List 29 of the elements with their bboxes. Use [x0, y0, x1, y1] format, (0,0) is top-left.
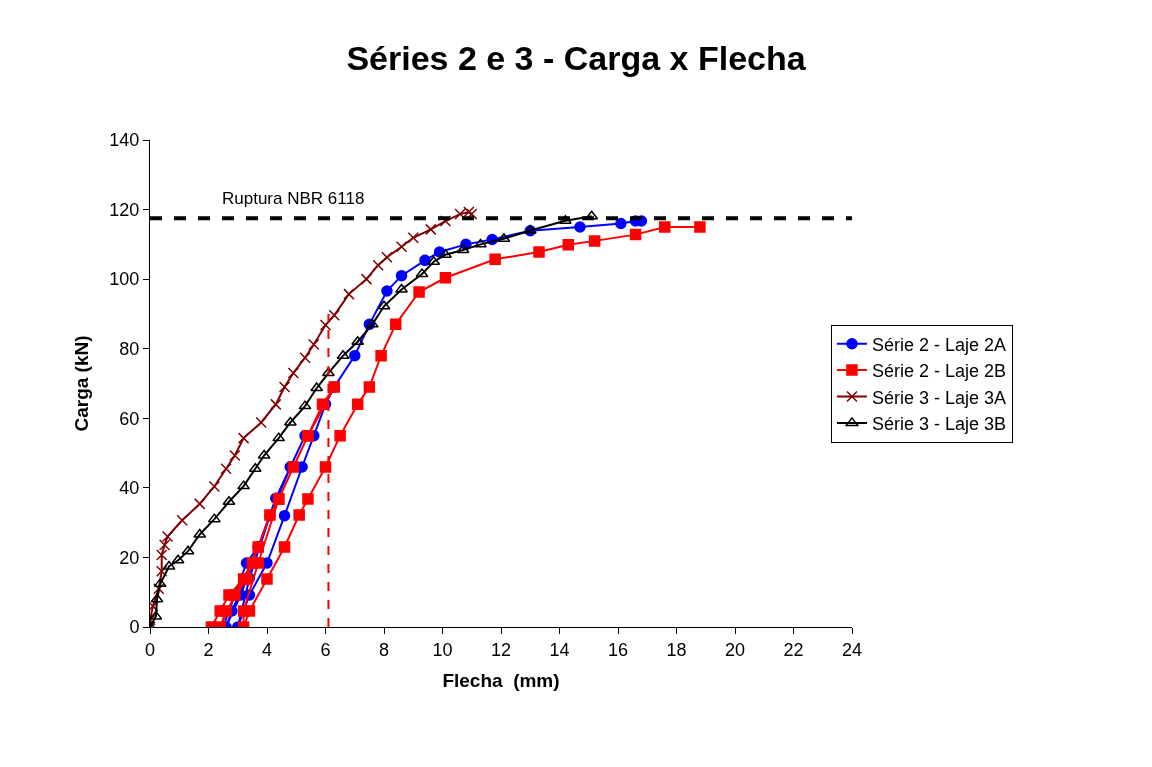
legend-label: Série 2 - Laje 2A: [871, 334, 1007, 355]
x-tick-label: 2: [203, 639, 214, 660]
x-tick-label: 14: [549, 639, 570, 660]
x-tick-label: 16: [607, 639, 629, 660]
y-axis-title: Carga (kN): [71, 335, 93, 432]
y-tick-label: 60: [119, 408, 140, 429]
legend-label: Série 3 - Laje 3B: [871, 413, 1007, 434]
x-tick-label: 6: [320, 639, 331, 660]
x-tick-label: 24: [841, 639, 863, 660]
x-axis-title: Flecha (mm): [442, 670, 560, 692]
y-tick-label: 120: [109, 199, 140, 220]
x-tick-label: 10: [432, 639, 453, 660]
legend-label: Série 2 - Laje 2B: [871, 361, 1007, 382]
chart-title: Séries 2 e 3 - Carga x Flecha: [346, 38, 807, 77]
y-tick-label: 20: [119, 547, 140, 568]
x-tick-label: 4: [261, 639, 273, 660]
y-tick-label: 0: [129, 617, 140, 638]
x-tick-label: 0: [144, 639, 156, 660]
y-tick-label: 140: [109, 130, 140, 151]
legend-label: Série 3 - Laje 3A: [871, 387, 1007, 408]
y-tick-label: 100: [109, 269, 140, 290]
x-tick-label: 8: [378, 639, 390, 660]
y-tick-label: 40: [119, 478, 140, 499]
x-tick-label: 12: [490, 639, 512, 660]
x-tick-label: 18: [666, 639, 687, 660]
x-tick-label: 22: [783, 639, 804, 660]
x-tick-label: 20: [724, 639, 746, 660]
y-tick-label: 80: [119, 339, 140, 360]
ref-line-label: Ruptura NBR 6118: [222, 189, 365, 208]
